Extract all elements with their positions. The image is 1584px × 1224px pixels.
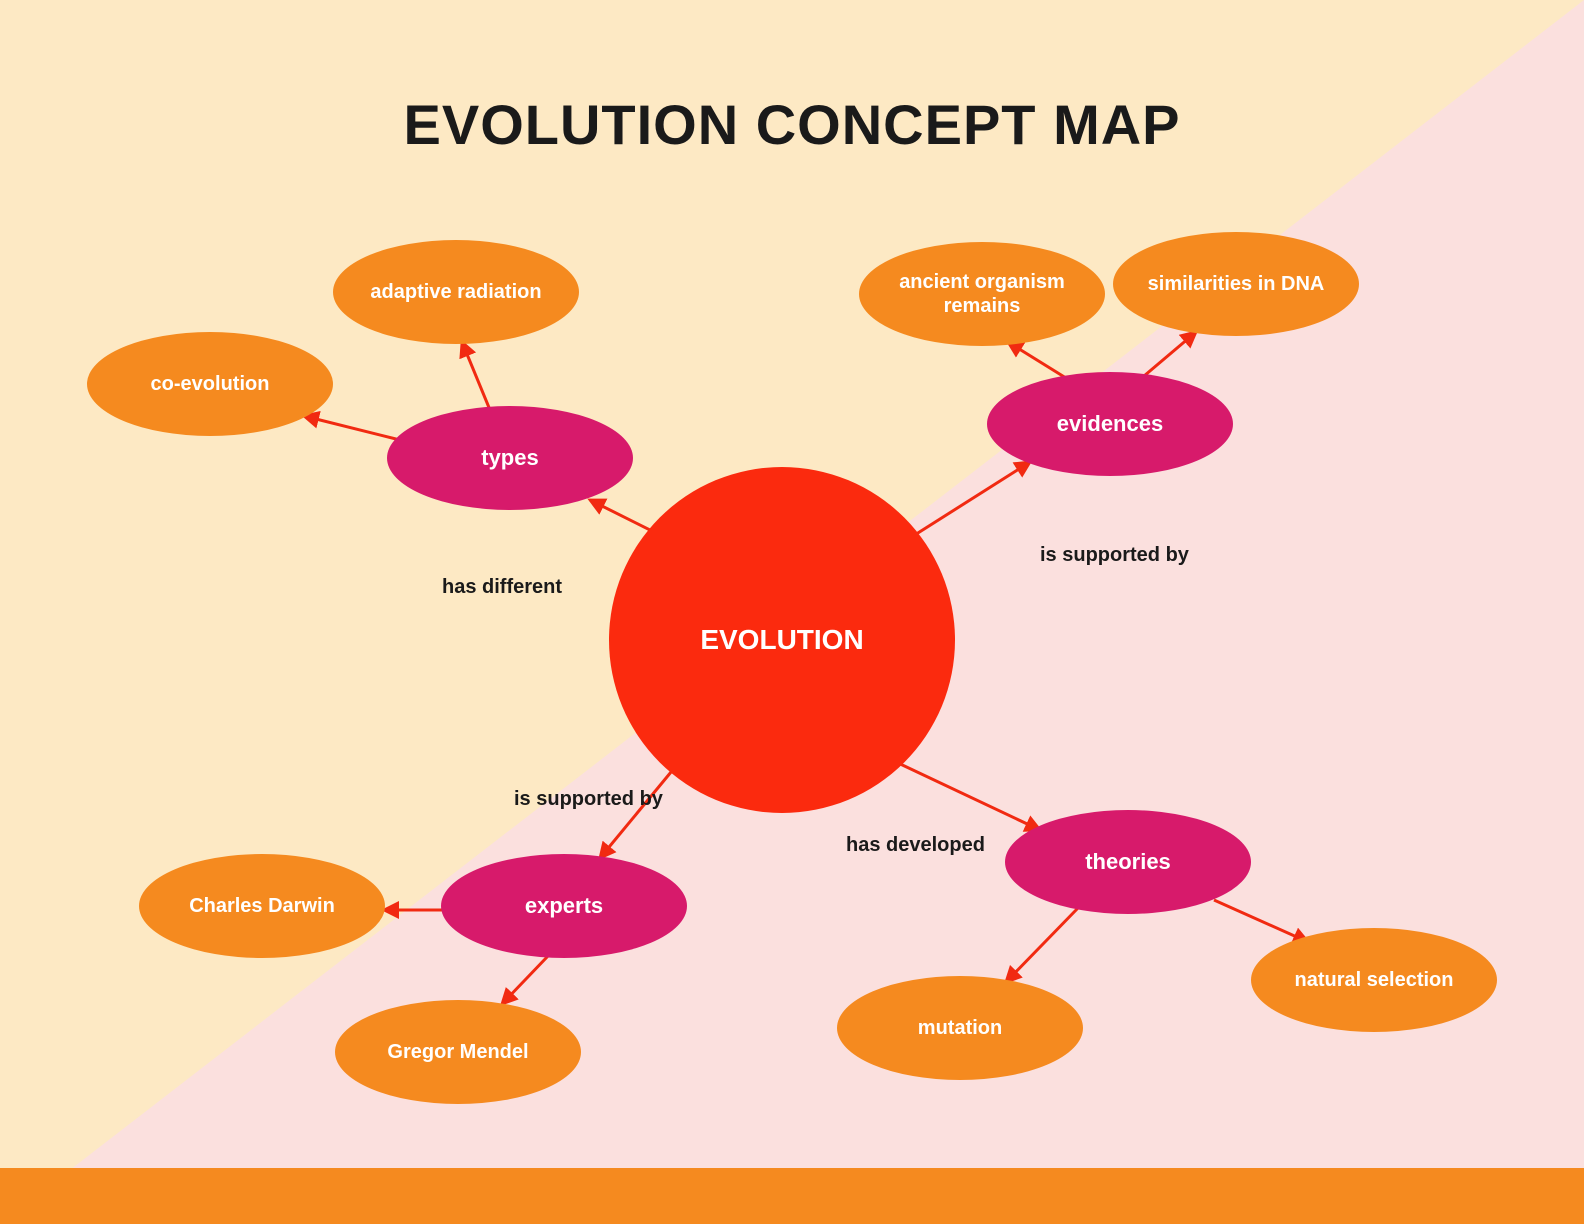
node-label: Charles Darwin	[189, 894, 335, 918]
node-label: theories	[1085, 849, 1171, 875]
edge-label-supported-by-top: is supported by	[1040, 544, 1189, 567]
node-adaptive-radiation: adaptive radiation	[333, 240, 579, 344]
page-title: EVOLUTION CONCEPT MAP	[0, 92, 1584, 157]
node-label: types	[481, 445, 538, 471]
node-natural-selection: natural selection	[1251, 928, 1497, 1032]
node-types: types	[387, 406, 633, 510]
node-label: Gregor Mendel	[387, 1040, 528, 1064]
node-label: co-evolution	[151, 372, 270, 396]
node-label: natural selection	[1295, 968, 1454, 992]
edge-label-has-developed: has developed	[846, 834, 985, 857]
edge-label-has-different: has different	[442, 576, 562, 599]
node-theories: theories	[1005, 810, 1251, 914]
node-ancient-remains: ancient organism remains	[859, 242, 1105, 346]
edge-label-supported-by-bot: is supported by	[514, 788, 663, 811]
footer-bar	[0, 1168, 1584, 1224]
node-gregor-mendel: Gregor Mendel	[335, 1000, 581, 1104]
node-charles-darwin: Charles Darwin	[139, 854, 385, 958]
node-co-evolution: co-evolution	[87, 332, 333, 436]
node-dna-similarities: similarities in DNA	[1113, 232, 1359, 336]
node-label: mutation	[918, 1016, 1002, 1040]
node-mutation: mutation	[837, 976, 1083, 1080]
node-label: adaptive radiation	[370, 280, 541, 304]
node-experts: experts	[441, 854, 687, 958]
node-label: ancient organism remains	[873, 270, 1091, 318]
node-evolution: EVOLUTION	[609, 467, 955, 813]
node-label: evidences	[1057, 411, 1163, 437]
node-label: similarities in DNA	[1148, 272, 1325, 296]
concept-map-canvas: EVOLUTION CONCEPT MAP EVOLUTION types ev…	[0, 0, 1584, 1224]
node-label: experts	[525, 893, 603, 919]
node-evidences: evidences	[987, 372, 1233, 476]
node-label: EVOLUTION	[700, 623, 863, 657]
